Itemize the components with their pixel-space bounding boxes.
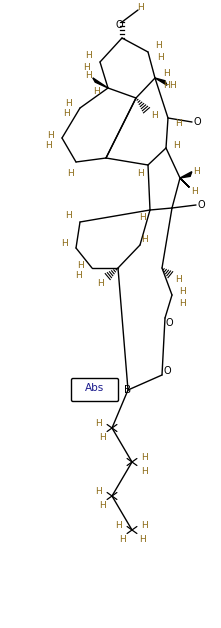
Text: H: H (173, 141, 179, 149)
Text: H: H (157, 53, 163, 63)
Text: B: B (124, 385, 131, 395)
Text: H: H (64, 109, 70, 119)
Text: O: O (163, 366, 171, 376)
Text: H: H (99, 501, 105, 509)
Text: H: H (93, 87, 99, 97)
Text: H: H (164, 80, 170, 90)
Text: H: H (66, 212, 72, 220)
Text: H: H (138, 4, 144, 13)
Text: H: H (175, 119, 181, 127)
Text: Abs: Abs (85, 383, 105, 393)
Text: H: H (96, 418, 102, 428)
Text: H: H (85, 72, 91, 80)
Text: H: H (47, 131, 53, 139)
FancyBboxPatch shape (72, 379, 118, 401)
Text: H: H (96, 487, 102, 495)
Text: H: H (77, 261, 83, 269)
Text: H: H (76, 271, 82, 281)
Text: H: H (179, 288, 185, 296)
Text: H: H (163, 68, 169, 77)
Polygon shape (180, 178, 189, 187)
Text: H: H (142, 453, 148, 462)
Text: H: H (68, 168, 74, 178)
Text: H: H (66, 99, 72, 107)
Text: H: H (83, 63, 89, 72)
Text: H: H (155, 41, 161, 50)
Text: H: H (142, 521, 148, 529)
Polygon shape (155, 78, 167, 85)
Text: O: O (115, 20, 123, 30)
Polygon shape (180, 171, 192, 178)
Text: H: H (46, 141, 52, 151)
Text: H: H (119, 534, 125, 543)
Text: H: H (137, 168, 143, 178)
Text: H: H (142, 234, 148, 244)
Text: H: H (141, 467, 147, 475)
Text: H: H (61, 239, 67, 249)
Text: H: H (97, 278, 103, 288)
Text: H: H (151, 112, 157, 121)
Text: H: H (99, 433, 105, 441)
Text: H: H (179, 298, 185, 308)
Text: H: H (85, 51, 91, 60)
Text: O: O (193, 117, 201, 127)
Text: H: H (191, 187, 197, 195)
Polygon shape (93, 78, 108, 88)
Text: O: O (197, 200, 205, 210)
Text: H: H (139, 214, 145, 222)
Text: H: H (169, 82, 175, 90)
Text: O: O (165, 318, 173, 328)
Text: H: H (139, 534, 145, 543)
Text: H: H (194, 168, 200, 176)
Text: H: H (175, 276, 181, 284)
Text: H: H (116, 521, 122, 529)
